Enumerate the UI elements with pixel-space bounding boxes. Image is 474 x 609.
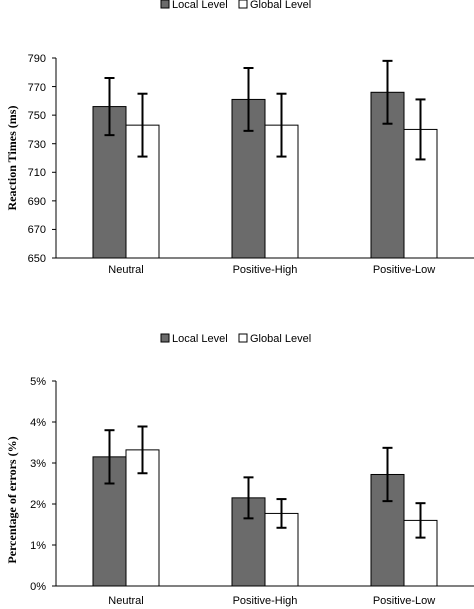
axes [52, 57, 474, 259]
x-category-labels: Neutral Positive-High Positive-Low [108, 595, 435, 607]
y-tick-label: 730 [28, 139, 46, 151]
error-bar [276, 498, 287, 529]
error-rate-chart: Local Level Global Level Percentage of e… [5, 333, 474, 607]
error-bar [137, 425, 148, 475]
error-bar [243, 476, 254, 520]
error-bar [382, 59, 393, 125]
y-tick-labels: 790 770 750 730 710 690 670 650 [28, 53, 46, 265]
y-tick-label: 1% [30, 540, 46, 552]
y-axis-label: Percentage of errors (%) [5, 436, 19, 563]
y-tick-label: 2% [30, 499, 46, 511]
error-bar [104, 429, 115, 485]
axes [52, 380, 474, 587]
legend-label-local: Local Level [172, 333, 228, 345]
y-tick-label: 5% [30, 376, 46, 388]
y-tick-label: 790 [28, 53, 46, 65]
bars [92, 59, 438, 259]
error-bar [104, 77, 115, 137]
legend-swatch-global [238, 333, 248, 343]
y-tick-label: 690 [28, 196, 46, 208]
y-axis-label: Reaction Times (ms) [5, 106, 19, 211]
legend-swatch-local [160, 333, 170, 343]
legend-swatch-local [160, 0, 170, 9]
error-bar [276, 92, 287, 158]
x-category-label: Neutral [108, 595, 143, 607]
bars [92, 425, 438, 587]
legend: Local Level Global Level [160, 333, 311, 345]
y-tick-labels: 5% 4% 3% 2% 1% 0% [30, 376, 46, 593]
error-bar [415, 502, 426, 539]
y-tick-label: 710 [28, 167, 46, 179]
legend-label-global: Global Level [250, 333, 311, 345]
legend-label-global: Global Level [250, 0, 311, 11]
y-tick-label: 3% [30, 458, 46, 470]
reaction-time-chart: Local Level Global Level Reaction Times … [5, 0, 474, 276]
x-category-label: Positive-High [233, 264, 298, 276]
y-tick-label: 4% [30, 417, 46, 429]
x-category-label: Neutral [108, 264, 143, 276]
y-tick-label: 0% [30, 581, 46, 593]
legend-label-local: Local Level [172, 0, 228, 11]
legend: Local Level Global Level [160, 0, 311, 11]
y-tick-label: 650 [28, 253, 46, 265]
error-bar [382, 446, 393, 503]
legend-swatch-global [238, 0, 248, 9]
x-category-label: Positive-Low [373, 264, 435, 276]
error-bar [243, 67, 254, 132]
y-tick-label: 750 [28, 110, 46, 122]
error-bar [415, 98, 426, 161]
x-category-label: Positive-High [233, 595, 298, 607]
y-tick-label: 670 [28, 224, 46, 236]
x-category-labels: Neutral Positive-High Positive-Low [108, 264, 435, 276]
y-tick-label: 770 [28, 82, 46, 94]
x-category-label: Positive-Low [373, 595, 435, 607]
error-bar [137, 92, 148, 158]
